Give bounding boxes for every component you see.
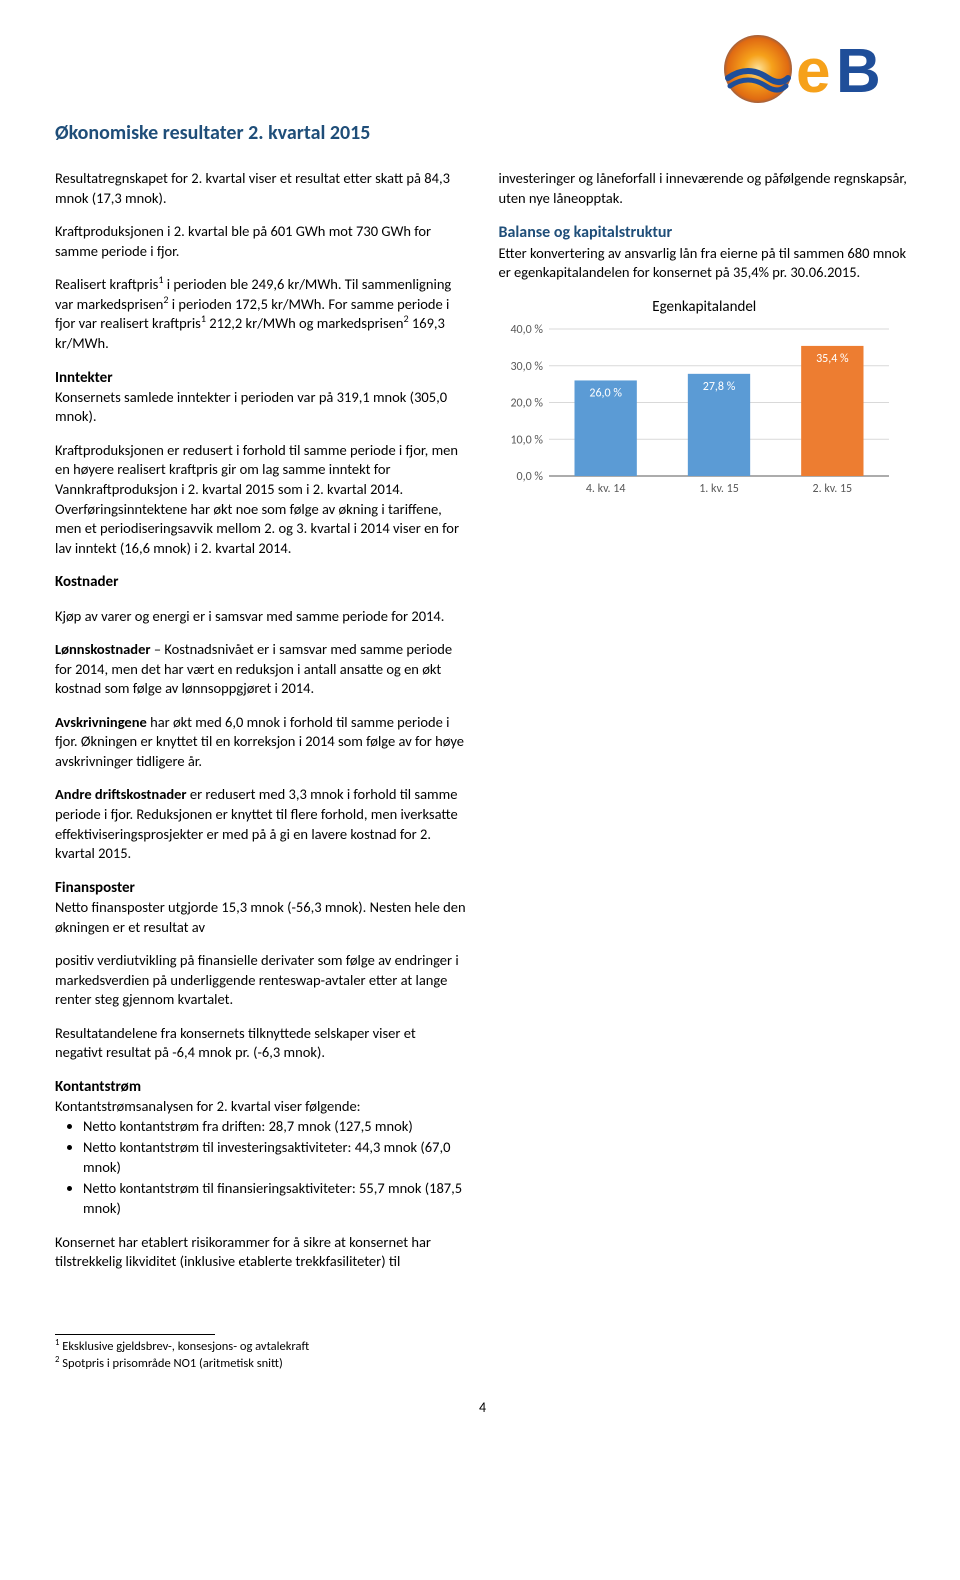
chart-title: Egenkapitalandel [499,297,911,317]
svg-text:35,4 %: 35,4 % [816,352,849,366]
footnote-1: 1 Eksklusive gjeldsbrev-, konsesjons- og… [55,1339,910,1356]
finans-heading: Finansposter [55,878,467,898]
inntekter-heading: Inntekter [55,368,467,388]
svg-text:2. kv. 15: 2. kv. 15 [812,482,852,496]
svg-text:10,0 %: 10,0 % [510,433,543,447]
svg-text:26,0 %: 26,0 % [589,387,622,401]
intro-p2: Kraftproduksjonen i 2. kvartal ble på 60… [55,222,467,261]
bullet-item: Netto kontantstrøm til finansieringsakti… [83,1179,467,1218]
svg-text:30,0 %: 30,0 % [510,360,543,374]
finans-p: Netto finansposter utgjorde 15,3 mnok (-… [55,898,467,937]
bar-chart-svg: 0,0 % 10,0 % 20,0 % 30,0 % 40,0 % 26,0 % 4. kv… [499,323,899,498]
svg-text:40,0 %: 40,0 % [510,323,543,337]
svg-text:0,0 %: 0,0 % [516,470,543,484]
logo-row: e B [55,30,910,108]
bullet-item: Netto kontantstrøm til investeringsaktiv… [83,1138,467,1177]
page-number: 4 [55,1399,910,1418]
inntekter-p2: Kraftproduksjonen er redusert i forhold … [55,441,467,558]
balanse-p: Etter konvertering av ansvarlig lån fra … [499,244,911,283]
balanse-heading: Balanse og kapitalstruktur [499,222,911,244]
svg-text:1. kv. 15: 1. kv. 15 [699,482,739,496]
page-title: Økonomiske resultater 2. kvartal 2015 [55,120,910,147]
right-p2: Resultatandelene fra konsernets tilknytt… [55,1024,467,1063]
kontant-heading: Kontantstrøm [55,1077,467,1097]
svg-text:20,0 %: 20,0 % [510,397,543,411]
svg-text:e: e [796,37,830,106]
svg-text:27,8 %: 27,8 % [702,380,735,394]
inntekter-p1: Konsernets samlede inntekter i perioden … [55,388,467,427]
intro-p1: Resultatregnskapet for 2. kvartal viser … [55,169,467,208]
kostnader-heading: Kostnader [55,572,467,592]
andre-p: Andre driftskostnader er redusert med 3,… [55,785,467,863]
svg-text:4. kv. 14: 4. kv. 14 [585,482,625,496]
brand-logo: e B [720,30,910,108]
avskriv-p: Avskrivningene har økt med 6,0 mnok i fo… [55,713,467,772]
bullet-item: Netto kontantstrøm fra driften: 28,7 mno… [83,1117,467,1137]
footnote-2: 2 Spotpris i prisområde NO1 (aritmetisk … [55,1356,910,1373]
lonn-p: Lønnskostnader – Kostnadsnivået er i sam… [55,640,467,699]
svg-text:B: B [836,37,881,106]
kraftpris-p: Realisert kraftpris1 i perioden ble 249,… [55,275,467,353]
equity-chart: Egenkapitalandel 0,0 % 10,0 % 20,0 % 30,0 %… [499,297,911,504]
right-p1: positiv verdiutvikling på finansielle de… [55,951,467,1010]
two-column-body: Resultatregnskapet for 2. kvartal viser … [55,169,910,1304]
kostnader-p1: Kjøp av varer og energi er i samsvar med… [55,607,467,627]
kontant-bullets: Netto kontantstrøm fra driften: 28,7 mno… [55,1117,467,1219]
footnotes: 1 Eksklusive gjeldsbrev-, konsesjons- og… [55,1334,910,1373]
kontant-p1: Kontantstrømsanalysen for 2. kvartal vis… [55,1097,467,1117]
